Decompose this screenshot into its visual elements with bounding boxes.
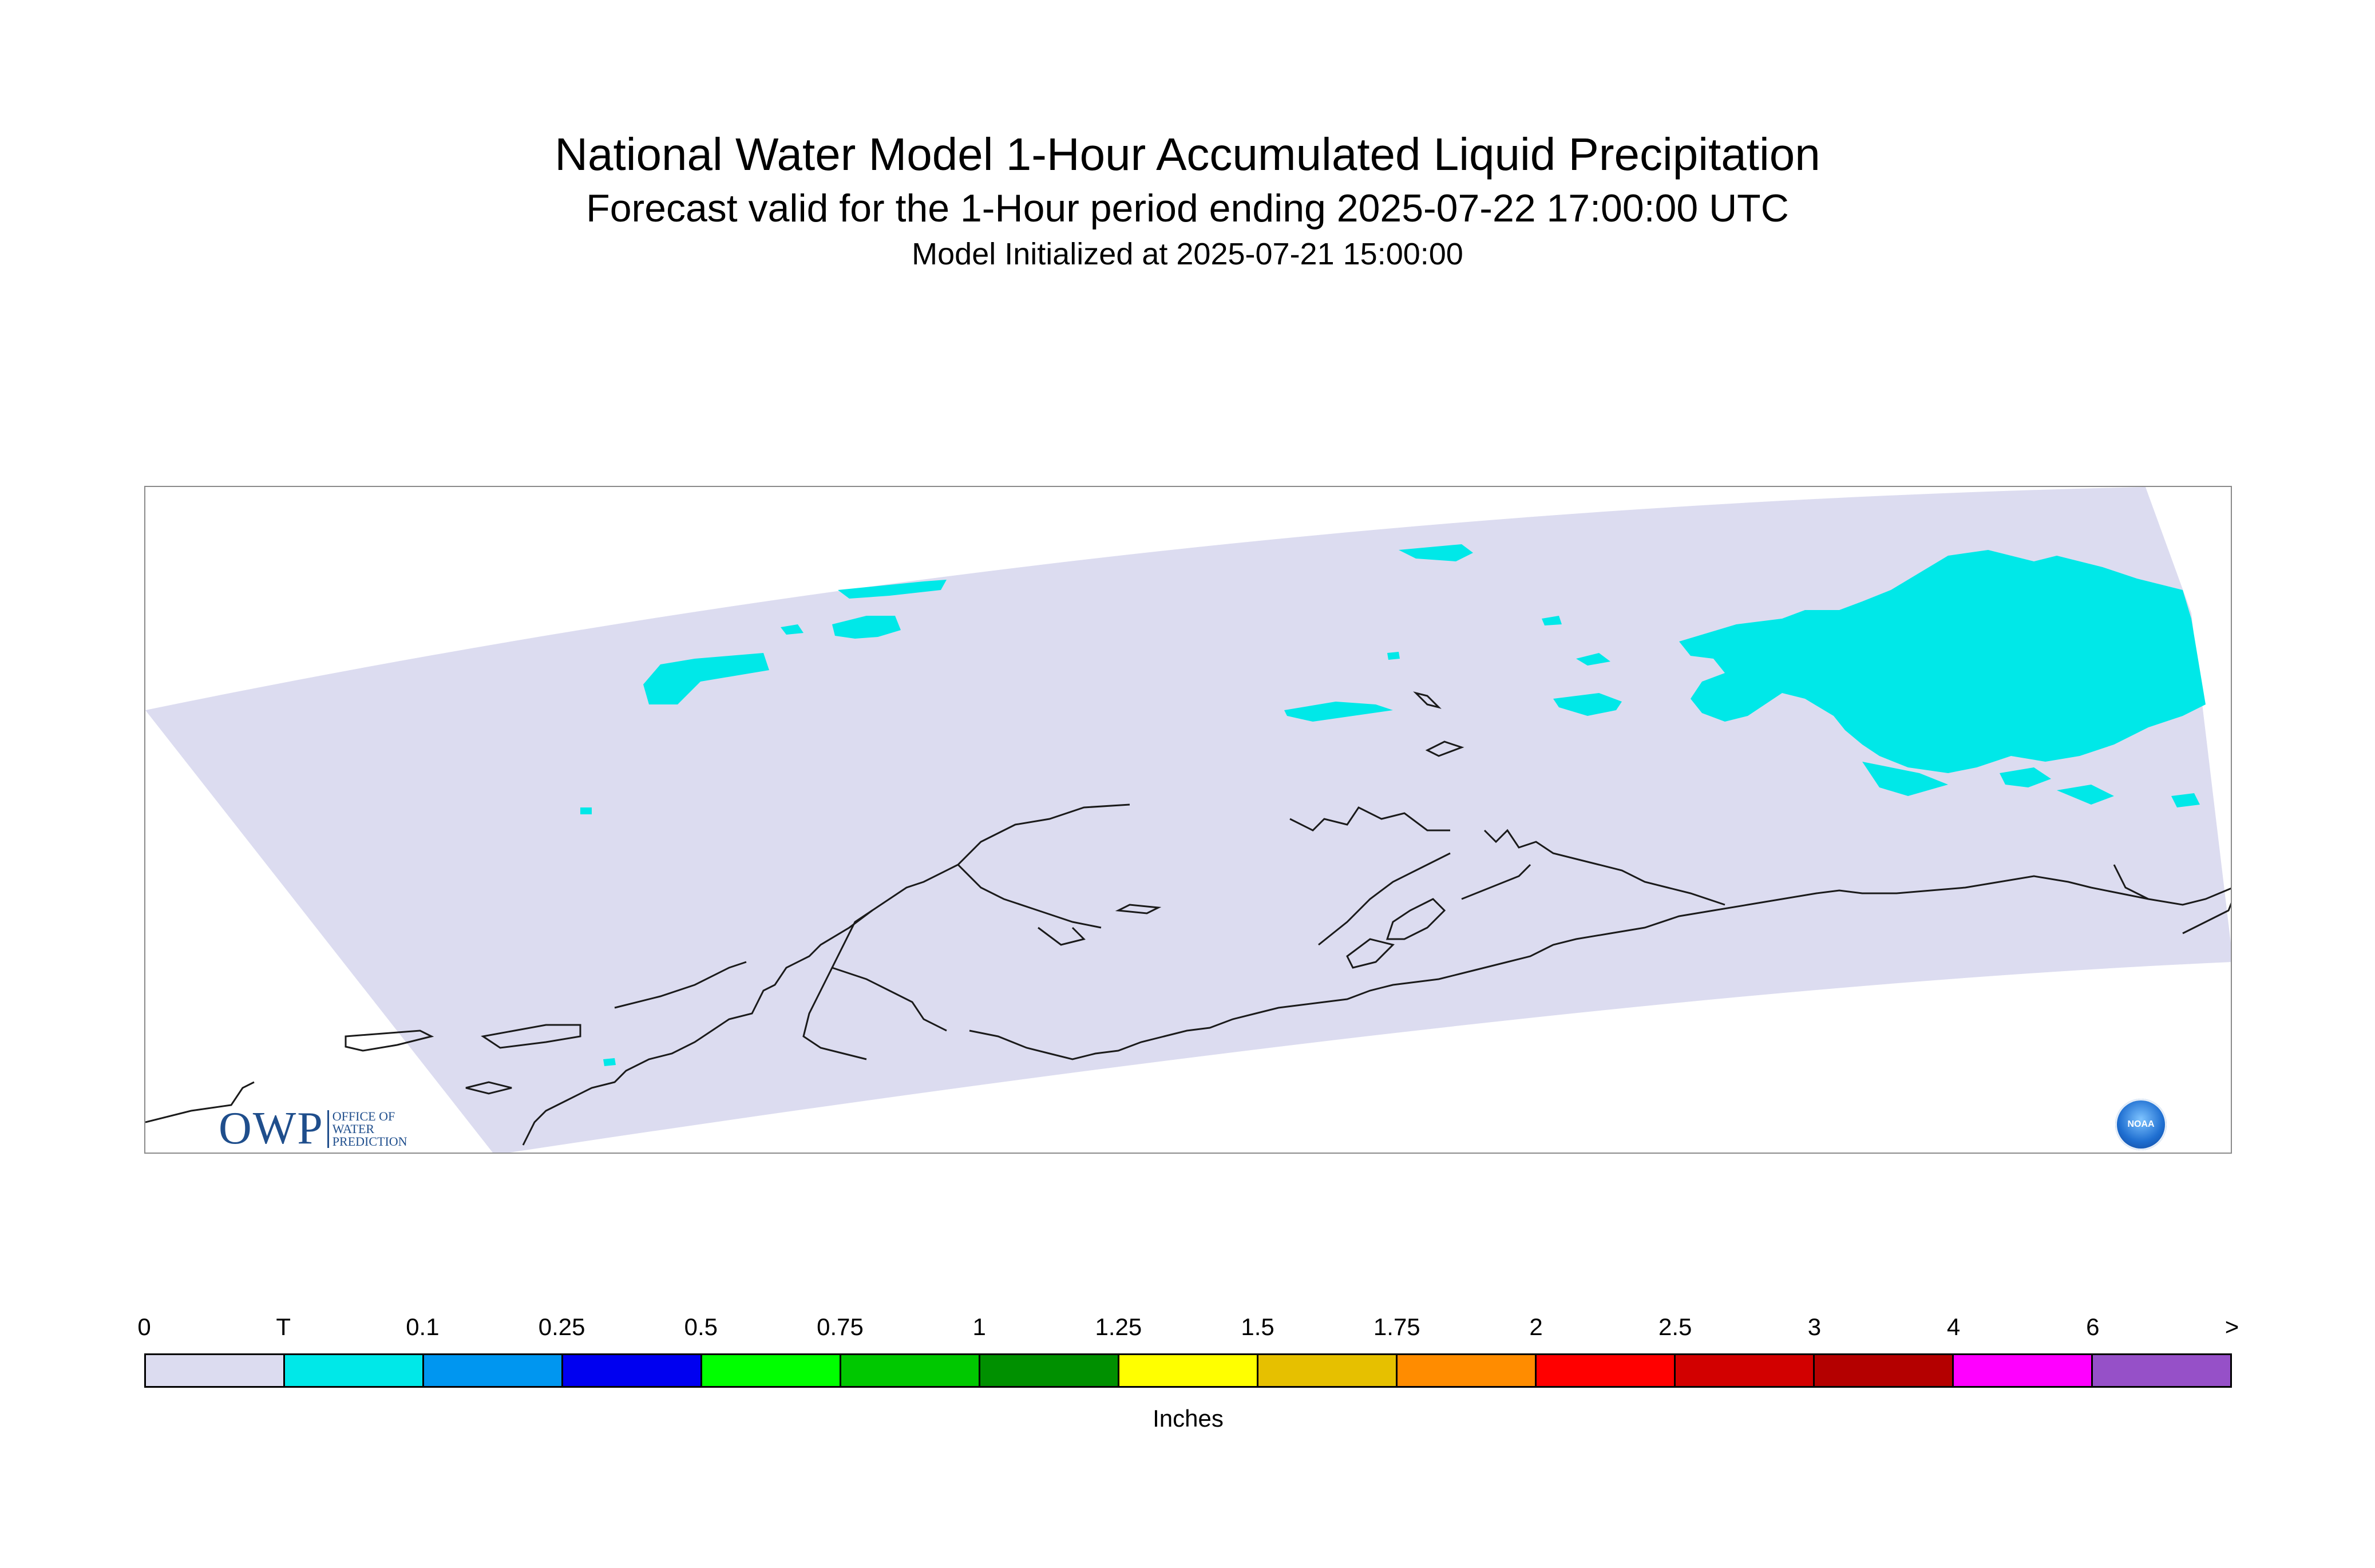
- forecast-valid-subtitle: Forecast valid for the 1-Hour period end…: [586, 187, 1789, 230]
- legend-tick-label: 0: [137, 1313, 151, 1340]
- legend-color-swatch: [841, 1355, 980, 1386]
- owp-logo-line-2: WATER: [332, 1121, 375, 1136]
- legend-tick-label: 4: [1946, 1313, 1961, 1340]
- legend-color-swatch: [2093, 1355, 2230, 1386]
- owp-logo-line-1: OFFICE OF: [332, 1108, 395, 1123]
- legend-tick-label: 1.5: [1241, 1313, 1274, 1340]
- model-init-subtitle: Model Initialized at 2025-07-21 15:00:00: [912, 237, 1463, 271]
- legend-color-swatch: [1258, 1355, 1398, 1386]
- legend-color-swatch: [980, 1355, 1119, 1386]
- legend-tick-label: 1.75: [1373, 1313, 1420, 1340]
- legend-color-swatch: [1119, 1355, 1258, 1386]
- legend-labels: 0 T 0.1 0.25 0.5 0.75 1 1.25 1.5 1.75 2 2.5 3 4 6 >: [137, 1313, 2239, 1348]
- owp-logo-text: OFFICE OF WATER PREDICTION: [327, 1110, 407, 1148]
- legend-tick-label: 2.5: [1658, 1313, 1692, 1340]
- coastlines: [145, 691, 2231, 1146]
- islands: [481, 898, 1446, 1049]
- legend-color-swatch: [563, 1355, 702, 1386]
- noaa-logo: NOAA: [2115, 1099, 2167, 1150]
- legend-color-swatch: [1537, 1355, 1676, 1386]
- legend-color-swatch: [1954, 1355, 2093, 1386]
- legend-color-swatch: [702, 1355, 841, 1386]
- legend-tick-label: 0.1: [406, 1313, 440, 1340]
- legend-unit-label: Inches: [1153, 1405, 1224, 1432]
- legend-tick-label: 0.75: [817, 1313, 864, 1340]
- owp-logo-mark: OWP: [219, 1103, 324, 1154]
- legend-tick-label: 6: [2086, 1313, 2100, 1340]
- legend-tick-label: 3: [1807, 1313, 1822, 1340]
- legend-tick-label: 0.25: [538, 1313, 585, 1340]
- legend-color-swatch: [146, 1355, 285, 1386]
- title-block: National Water Model 1-Hour Accumulated …: [0, 126, 2375, 275]
- noaa-logo-text: NOAA: [2127, 1119, 2155, 1129]
- legend-tick-label: 1.25: [1095, 1313, 1142, 1340]
- legend-tick-label: 2: [1529, 1313, 1543, 1340]
- owp-logo-line-3: PREDICTION: [332, 1134, 407, 1149]
- precip-legend: 0 T 0.1 0.25 0.5 0.75 1 1.25 1.5 1.75 2 2.5 3 4 6 > Inc…: [137, 1313, 2239, 1432]
- precip-areas: [580, 544, 2206, 1066]
- owp-logo: OWP OFFICE OF WATER PREDICTION: [219, 1103, 407, 1154]
- legend-color-swatch: [1815, 1355, 1954, 1386]
- legend-color-swatch: [1676, 1355, 1815, 1386]
- legend-tick-label: T: [276, 1313, 291, 1340]
- legend-tick-label: 1: [972, 1313, 986, 1340]
- legend-color-swatch: [424, 1355, 563, 1386]
- legend-tick-label: >: [2224, 1313, 2239, 1340]
- map-panel: OWP OFFICE OF WATER PREDICTION NOAA: [144, 486, 2232, 1154]
- page-title: National Water Model 1-Hour Accumulated …: [555, 129, 1820, 180]
- map-canvas: [145, 487, 2231, 1153]
- legend-tick-label: 0.5: [684, 1313, 718, 1340]
- legend-color-swatch: [285, 1355, 424, 1386]
- legend-color-swatch: [1398, 1355, 1537, 1386]
- legend-colorbar: [144, 1353, 2232, 1388]
